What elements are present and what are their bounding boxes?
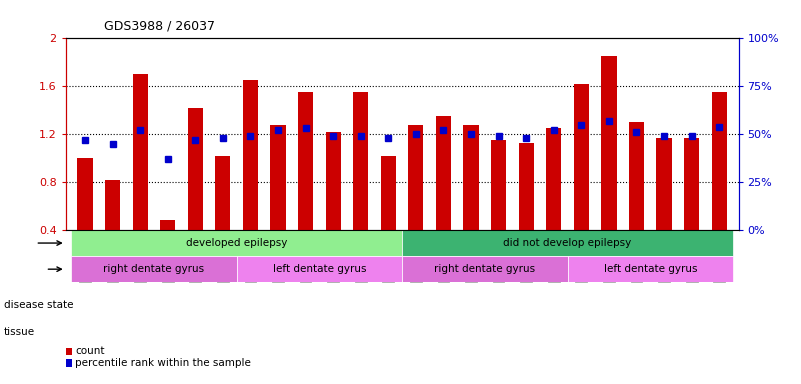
Bar xyxy=(353,92,368,278)
Bar xyxy=(684,138,699,278)
Bar xyxy=(629,122,644,278)
Bar xyxy=(236,256,402,282)
Text: percentile rank within the sample: percentile rank within the sample xyxy=(75,358,252,368)
Bar xyxy=(409,125,424,278)
Bar xyxy=(325,132,340,278)
Text: disease state: disease state xyxy=(4,300,74,310)
Bar xyxy=(160,220,175,278)
Bar xyxy=(71,256,236,282)
Text: count: count xyxy=(75,346,105,356)
Bar xyxy=(657,138,672,278)
Bar xyxy=(518,142,533,278)
Bar xyxy=(215,156,231,278)
Bar xyxy=(380,156,396,278)
Text: right dentate gyrus: right dentate gyrus xyxy=(434,264,535,274)
Bar xyxy=(436,116,451,278)
Text: did not develop epilepsy: did not develop epilepsy xyxy=(504,238,632,248)
Bar xyxy=(402,256,568,282)
Bar xyxy=(574,84,589,278)
Text: right dentate gyrus: right dentate gyrus xyxy=(103,264,204,274)
Bar xyxy=(271,125,286,278)
Bar xyxy=(546,128,562,278)
Bar xyxy=(464,125,479,278)
Text: developed epilepsy: developed epilepsy xyxy=(186,238,288,248)
Bar xyxy=(187,108,203,278)
Bar xyxy=(402,230,733,256)
Bar xyxy=(78,158,93,278)
Bar xyxy=(298,92,313,278)
Bar xyxy=(568,256,733,282)
Bar xyxy=(105,180,120,278)
Text: tissue: tissue xyxy=(4,327,35,337)
Bar xyxy=(132,74,147,278)
Bar xyxy=(711,92,727,278)
Bar xyxy=(243,80,258,278)
Bar xyxy=(71,230,402,256)
Bar xyxy=(491,140,506,278)
Bar xyxy=(602,56,617,278)
Text: left dentate gyrus: left dentate gyrus xyxy=(603,264,697,274)
Text: GDS3988 / 26037: GDS3988 / 26037 xyxy=(104,20,215,33)
Text: left dentate gyrus: left dentate gyrus xyxy=(272,264,366,274)
